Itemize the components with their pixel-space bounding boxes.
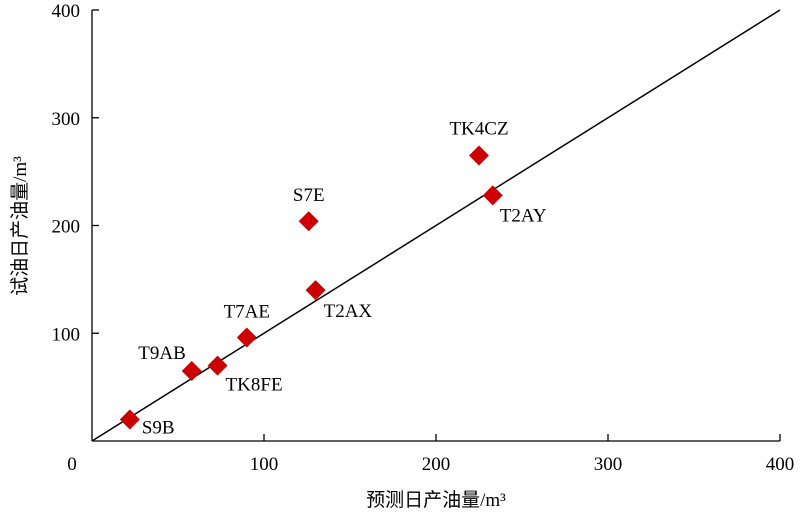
point-label: T9AB xyxy=(138,343,186,364)
y-axis-title: 试油日产油量/m³ xyxy=(9,156,31,296)
x-tick-label: 0 xyxy=(67,454,77,475)
point-label: S7E xyxy=(293,185,325,206)
x-tick-label: 200 xyxy=(422,454,451,475)
data-point xyxy=(469,145,489,166)
data-point xyxy=(181,360,202,381)
point-labels: S9B T9AB TK8FE T7AE T2AX S7E TK4CZ T2AY xyxy=(138,118,547,438)
point-label: TK8FE xyxy=(226,375,283,396)
point-label: T2AY xyxy=(500,205,547,226)
point-label: TK4CZ xyxy=(449,118,508,139)
reference-line-group xyxy=(91,9,781,442)
point-label: S9B xyxy=(142,417,175,438)
data-point xyxy=(305,280,326,301)
y-tick-label: 400 xyxy=(52,1,81,22)
x-tick-label: 300 xyxy=(594,454,623,475)
point-label: T2AX xyxy=(324,301,373,322)
y-tick-label: 200 xyxy=(52,217,81,238)
x-tick-label: 100 xyxy=(250,454,279,475)
data-point xyxy=(236,327,257,348)
x-axis-title: 预测日产油量/m³ xyxy=(366,489,506,511)
data-point xyxy=(298,211,319,232)
data-point xyxy=(119,409,140,430)
reference-line xyxy=(91,9,781,442)
y-tick-label: 100 xyxy=(52,324,81,345)
y-tick-label: 300 xyxy=(52,109,81,130)
x-tick-label: 400 xyxy=(766,454,795,475)
data-point xyxy=(207,355,228,376)
data-point xyxy=(482,185,503,206)
ticks: 0 100 200 300 400 100 200 300 400 xyxy=(52,1,795,475)
point-label: T7AE xyxy=(224,302,270,323)
data-points xyxy=(119,145,503,430)
